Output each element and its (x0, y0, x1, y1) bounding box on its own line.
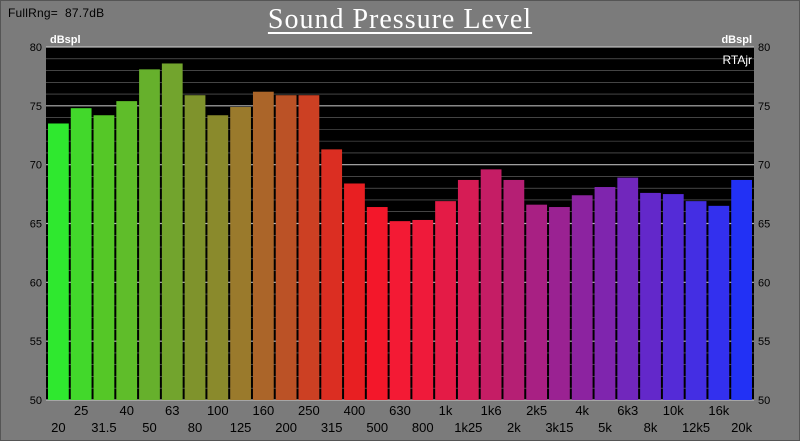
x-tick-125: 125 (230, 420, 252, 435)
x-tick-160: 160 (253, 403, 275, 418)
y-tick-left: 65 (30, 219, 42, 231)
bar-8k (640, 192, 661, 400)
y-tick-left: 80 (30, 42, 42, 54)
x-tick-100: 100 (207, 403, 229, 418)
x-tick-6k3: 6k3 (617, 403, 638, 418)
y-axis-right: 50 55 60 65 70 75 80 (758, 42, 770, 407)
y-tick-left: 75 (30, 101, 42, 113)
x-tick-400: 400 (344, 403, 366, 418)
bar-800 (412, 219, 434, 400)
x-tick-12k5: 12k5 (682, 420, 710, 435)
x-tick-800: 800 (412, 420, 434, 435)
bar-160 (252, 91, 274, 401)
x-tick-25: 25 (74, 403, 88, 418)
full-range-readout: FullRng= 87.7dB (8, 6, 104, 20)
bar-4k (571, 195, 593, 400)
bar-400 (344, 183, 365, 400)
y-tick-right: 75 (758, 101, 770, 113)
x-tick-250: 250 (298, 403, 320, 418)
bar-25 (70, 108, 92, 400)
y-tick-left: 60 (30, 277, 42, 289)
bar-100 (207, 115, 229, 400)
x-tick-50: 50 (142, 420, 156, 435)
x-tick-63: 63 (165, 403, 179, 418)
x-tick-80: 80 (188, 420, 202, 435)
bar-2k (503, 179, 525, 400)
bar-3k15 (549, 207, 570, 400)
x-tick-1k: 1k (439, 403, 453, 418)
y-tick-right: 60 (758, 277, 770, 289)
bar-250 (298, 95, 320, 400)
y-tick-right: 65 (758, 219, 770, 231)
full-range-value: 87.7dB (65, 6, 105, 20)
x-tick-40: 40 (119, 403, 133, 418)
bar-125 (230, 107, 251, 400)
bar-1k (435, 201, 456, 400)
y-tick-left: 70 (30, 160, 42, 172)
bar-2k5 (526, 204, 548, 400)
y-tick-left: 50 (30, 395, 42, 407)
x-tick-500: 500 (366, 420, 388, 435)
x-tick-200: 200 (275, 420, 297, 435)
bar-63 (161, 63, 183, 401)
bar-12k5 (685, 201, 707, 400)
x-tick-1k6: 1k6 (481, 403, 502, 418)
bar-20k (731, 179, 752, 400)
y-tick-right: 70 (758, 160, 770, 172)
x-tick-630: 630 (389, 403, 411, 418)
bar-1k6 (480, 169, 502, 400)
bar-40 (116, 101, 138, 401)
bar-80 (184, 95, 206, 400)
chart-title: Sound Pressure Level (267, 4, 533, 35)
x-tick-16k: 16k (708, 403, 729, 418)
full-range-label: FullRng= (8, 6, 58, 20)
x-tick-4k: 4k (575, 403, 589, 418)
y-unit-right: dBspl (721, 34, 752, 46)
y-unit-left: dBspl (50, 34, 81, 46)
x-tick-8k: 8k (644, 420, 658, 435)
x-tick-3k15: 3k15 (545, 420, 573, 435)
x-tick-31.5: 31.5 (91, 420, 116, 435)
bar-630 (389, 221, 411, 400)
bar-10k (662, 194, 684, 400)
y-tick-right: 80 (758, 42, 770, 54)
bar-20 (48, 123, 69, 400)
bar-5k (594, 187, 616, 400)
x-tick-2k: 2k (507, 420, 521, 435)
rta-label: RTAjr (722, 53, 752, 67)
x-tick-20k: 20k (731, 420, 752, 435)
y-tick-left: 55 (30, 336, 42, 348)
x-tick-10k: 10k (663, 403, 684, 418)
bar-50 (139, 69, 160, 401)
bar-6k3 (617, 177, 639, 400)
x-tick-2k5: 2k5 (526, 403, 547, 418)
x-tick-1k25: 1k25 (454, 420, 482, 435)
bar-315 (321, 149, 343, 400)
x-tick-20: 20 (51, 420, 65, 435)
bars (48, 63, 752, 401)
bar-31.5 (93, 115, 115, 400)
bar-500 (366, 207, 388, 400)
bar-1k25 (457, 179, 479, 400)
bar-16k (708, 205, 730, 400)
x-tick-315: 315 (321, 420, 343, 435)
bar-200 (275, 95, 297, 400)
y-axis-left: 50 55 60 65 70 75 80 (30, 42, 42, 407)
y-tick-right: 55 (758, 336, 770, 348)
y-tick-right: 50 (758, 395, 770, 407)
x-tick-5k: 5k (598, 420, 612, 435)
